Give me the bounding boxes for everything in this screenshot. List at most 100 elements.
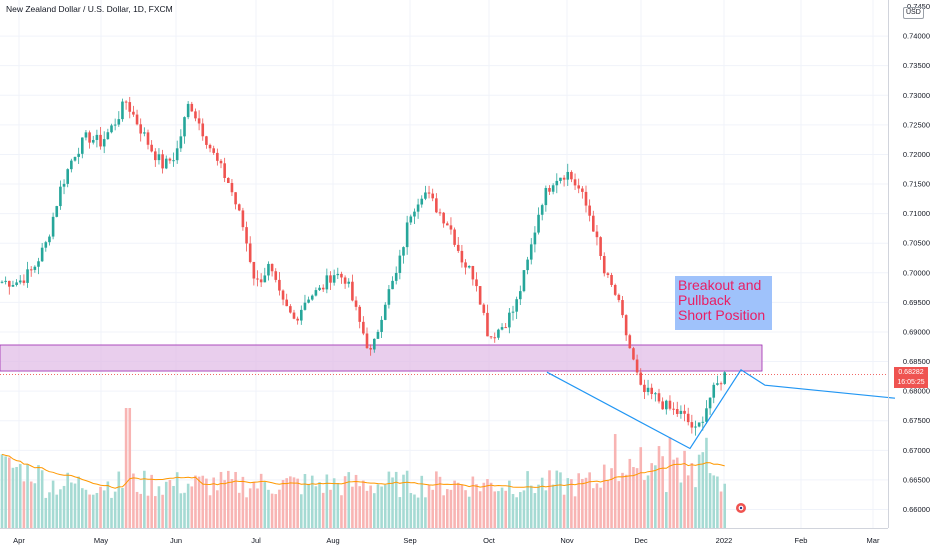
volume-bar (519, 492, 522, 528)
volume-bar (66, 472, 69, 528)
candle-body (186, 103, 190, 118)
candle-body (675, 409, 679, 414)
candle-body (205, 136, 208, 145)
price-tick-label: 0.73500 (903, 61, 930, 70)
candle-body (314, 290, 318, 296)
volume-bar (551, 484, 555, 528)
volume-bar (500, 487, 504, 528)
volume-bar (175, 472, 179, 528)
volume-bar (471, 476, 475, 528)
volume-bar (336, 482, 340, 528)
volume-bar (139, 493, 142, 528)
trend-line[interactable] (546, 368, 896, 450)
candle-body (307, 299, 310, 303)
volume-bar (456, 482, 460, 528)
volume-bar (701, 452, 705, 528)
currency-badge[interactable]: USD (903, 7, 924, 19)
candle-body (566, 171, 570, 180)
volume-bar (310, 475, 314, 528)
candle-body (562, 177, 566, 180)
volume-bar (237, 492, 241, 528)
candle-body (654, 393, 657, 395)
time-axis[interactable]: Apr May Jun Jul Aug Sep Oct Nov Dec 2022 Feb Mar (0, 528, 888, 546)
volume-bar (40, 470, 44, 528)
volume-bar (690, 463, 694, 528)
volume-bar (573, 496, 577, 528)
volume-bar (95, 492, 99, 528)
grid-lines (0, 0, 888, 528)
candle-body (37, 261, 40, 267)
candle-body (26, 269, 29, 283)
candle-body (245, 227, 248, 244)
candle-body (230, 182, 234, 193)
candle-body (383, 304, 387, 320)
volume-bar (460, 484, 464, 528)
volume-bar (296, 478, 299, 528)
volume-bar (548, 470, 551, 528)
volume-bar (606, 480, 610, 528)
last-price-value: 0.68282 (898, 369, 924, 376)
volume-bar (442, 495, 445, 528)
candle-body (340, 273, 343, 278)
candle-body (18, 280, 22, 283)
volume-bar (132, 473, 135, 528)
candle-body (48, 236, 51, 243)
volume-bar (241, 476, 245, 528)
time-tick-label: Oct (483, 536, 496, 545)
volume-bar (431, 489, 434, 528)
volume-bar (427, 484, 431, 528)
volume-bar (705, 437, 708, 528)
price-axis[interactable]: 0.74000 0.73500 0.73000 0.72500 0.72000 0.715… (888, 0, 931, 528)
candle-body (592, 215, 595, 232)
volume-bar (405, 470, 409, 528)
candle-body (573, 179, 577, 186)
candle-body (697, 422, 701, 427)
volume-bar (661, 456, 664, 528)
candle-body (486, 312, 489, 337)
volume-bar (73, 483, 77, 528)
candle-body (617, 294, 621, 301)
candle-body (124, 101, 128, 103)
volume-bar (146, 495, 150, 528)
chart-title: New Zealand Dollar / U.S. Dollar, 1D, FX… (6, 4, 173, 14)
candle-body (577, 185, 580, 189)
candle-body (464, 262, 467, 268)
volume-bar (318, 482, 321, 528)
candle-body (508, 312, 511, 328)
candle-body (310, 295, 314, 300)
volume-bar (44, 497, 48, 528)
volume-bar (679, 482, 683, 528)
volume-bar (150, 474, 153, 528)
volume-bar (303, 474, 307, 528)
candle-body (398, 255, 402, 273)
candle-body (117, 119, 121, 125)
annotation-note[interactable]: Breakout and Pullback Short Position (675, 276, 772, 330)
volume-bar (37, 465, 40, 528)
candle-body (179, 136, 183, 149)
support-resistance-zone[interactable] (0, 344, 763, 372)
volume-bar (529, 485, 533, 528)
candle-body (376, 331, 380, 339)
candle-body (409, 216, 413, 223)
candle-body (416, 204, 420, 212)
volume-bar (497, 491, 500, 528)
volume-bar (51, 480, 55, 528)
time-tick-label: 2022 (716, 536, 733, 545)
flag-icon[interactable] (736, 503, 746, 513)
volume-bar (55, 494, 59, 528)
candle-body (555, 180, 559, 186)
candle-body (621, 300, 624, 316)
price-tick-label: 0.66500 (903, 475, 930, 484)
candle-body (40, 247, 44, 262)
volume-bar (577, 473, 580, 528)
volume-bar (70, 482, 73, 528)
volume-bar (289, 476, 292, 528)
volume-bar (467, 496, 471, 528)
volume-bar (113, 491, 117, 528)
candle-body (358, 306, 361, 322)
volume-bar (194, 475, 197, 528)
volume-bar (183, 492, 186, 528)
candle-body (212, 148, 215, 153)
volume-bar (8, 457, 11, 528)
